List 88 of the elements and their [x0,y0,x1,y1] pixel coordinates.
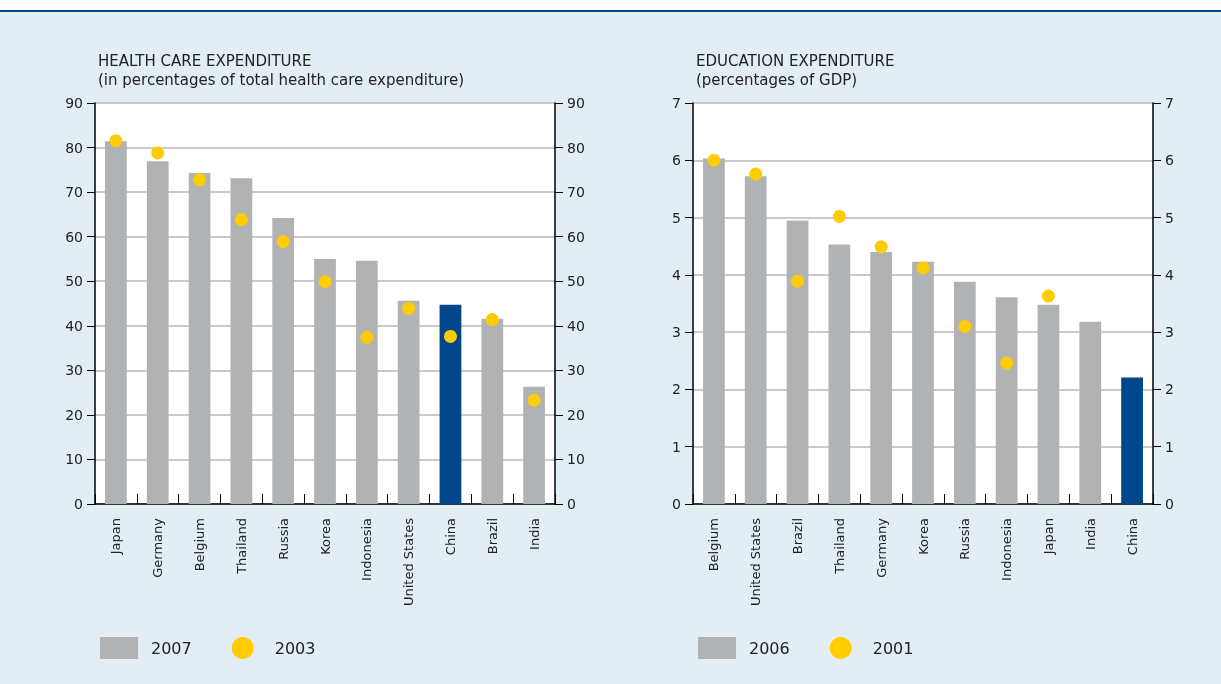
point [749,167,763,181]
point [874,240,888,254]
y-tick-label: 3 [672,324,681,341]
point [791,274,805,288]
y-tick-label: 2 [672,381,681,398]
point [707,153,721,167]
x-tick-label: Belgium [192,518,208,572]
y-tick-label: 50 [65,273,83,290]
legend-label: 2003 [274,638,316,658]
x-tick-label: Japan [1040,518,1056,556]
x-tick-label: Thailand [233,518,249,575]
x-tick-label: Brazil [484,518,500,555]
y2-tick-label: 90 [567,95,585,111]
x-tick-label: Thailand [831,518,847,575]
y-tick-label: 10 [65,451,83,468]
y2-tick-label: 7 [1165,95,1174,111]
legend-label: 2007 [151,638,192,658]
y-tick-label: 6 [672,152,682,169]
x-tick-label: Russia [275,518,291,560]
y2-tick-label: 0 [1165,496,1174,512]
point [916,261,930,275]
y-tick-label: 7 [672,95,681,111]
y2-tick-label: 1 [1165,438,1174,455]
x-tick-label: United States [748,517,764,607]
y2-tick-label: 3 [1165,324,1174,341]
y-tick-label: 80 [65,139,83,156]
y-tick-label: 70 [65,184,83,201]
chart-subtitle: (percentages of GDP) [696,70,858,89]
point [109,134,123,148]
y-tick-label: 20 [65,406,83,423]
chart-title: HEALTH CARE EXPENDITURE [98,51,312,70]
point [832,209,846,223]
y-tick-label: 60 [65,228,83,245]
y2-tick-label: 70 [567,184,585,201]
y2-tick-label: 10 [567,451,585,468]
y-tick-label: 4 [672,266,682,283]
y2-tick-label: 4 [1165,266,1174,283]
x-tick-label: India [526,518,542,550]
legend-label: 2001 [872,638,914,658]
y2-tick-label: 20 [567,406,585,423]
y2-tick-label: 50 [567,273,585,290]
y-tick-label: 90 [65,95,83,111]
chart-subtitle: (in percentages of total health care expenditure) [98,70,465,89]
legend-label: 2006 [749,638,790,658]
point [958,319,972,333]
y2-tick-label: 80 [567,139,585,156]
x-tick-label: Korea [317,518,333,555]
x-tick-label: Brazil [790,518,806,555]
point [276,235,290,249]
y2-tick-label: 5 [1165,209,1174,226]
point [318,275,332,289]
y-tick-label: 40 [65,317,83,334]
y2-tick-label: 0 [567,496,576,512]
point [1041,289,1055,303]
y2-tick-label: 60 [567,228,585,245]
point [151,146,165,160]
x-tick-label: United States [401,517,417,607]
y2-tick-label: 2 [1165,381,1174,398]
point [402,301,416,315]
x-tick-label: China [442,518,458,556]
x-tick-label: Germany [873,517,889,578]
bar [1121,377,1143,504]
y2-tick-label: 40 [567,317,585,334]
y-tick-label: 0 [74,496,83,512]
y-tick-label: 1 [672,438,681,455]
x-tick-label: Russia [957,518,973,560]
x-tick-label: India [1082,518,1098,550]
x-tick-label: Indonesia [359,518,375,581]
point [443,329,457,343]
y-tick-label: 0 [672,496,681,512]
point [527,393,541,407]
x-tick-label: Indonesia [999,518,1015,581]
point [193,173,207,187]
x-tick-label: Korea [915,518,931,555]
point [234,213,248,227]
y2-tick-label: 6 [1165,152,1174,169]
x-tick-label: Germany [150,517,166,578]
chart-title: EDUCATION EXPENDITURE [696,51,895,70]
x-tick-label: Japan [108,518,124,556]
point [1000,356,1014,370]
point [485,313,499,327]
y-tick-label: 5 [672,209,681,226]
point [360,330,374,344]
y2-tick-label: 30 [567,362,585,379]
x-tick-label: Belgium [706,518,722,572]
x-tick-label: China [1124,518,1140,556]
y-tick-label: 30 [65,362,83,379]
bar [439,304,462,504]
